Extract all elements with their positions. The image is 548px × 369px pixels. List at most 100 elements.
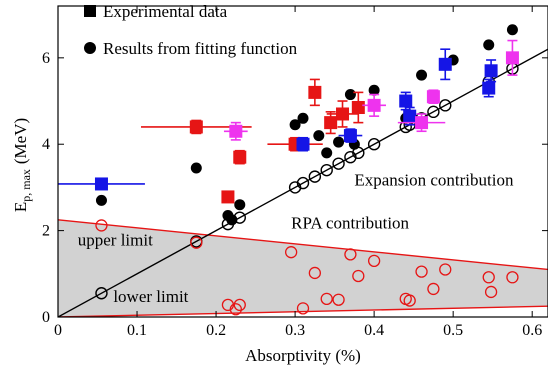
rpa-marker: [320, 292, 333, 306]
rpa-marker: [427, 282, 440, 296]
legend-marker-square: [84, 5, 96, 17]
rpa-marker: [296, 302, 310, 315]
experimental-marker: [438, 57, 452, 71]
experimental-point: [362, 93, 386, 117]
experimental-point: [223, 121, 248, 141]
fit-point: [483, 39, 495, 51]
fit-point: [344, 89, 356, 101]
annotation-upper-limit: upper limit: [78, 231, 153, 250]
legend-label-fitting: Results from fitting function: [103, 39, 298, 58]
x-tick-label: 0.6: [522, 322, 542, 339]
experimental-marker: [505, 51, 519, 65]
y-axis-label-main: E: [11, 202, 30, 212]
experimental-point: [484, 59, 498, 83]
fitting-results-series: [95, 24, 518, 226]
experimental-marker: [308, 85, 322, 99]
experimental-point: [438, 48, 452, 81]
experimental-marker: [415, 116, 429, 130]
legend-marker-circle: [84, 42, 96, 54]
rpa-lower-limit-line: [58, 305, 548, 317]
fit-point: [321, 147, 333, 159]
fit-point: [190, 162, 202, 174]
fit-point: [234, 199, 246, 211]
rpa-marker: [190, 236, 203, 249]
expansion-marker: [439, 99, 452, 112]
fit-point: [95, 194, 107, 206]
y-tick-label: 6: [42, 50, 50, 67]
fit-point: [226, 214, 238, 226]
rpa-marker: [484, 285, 498, 299]
expansion-markers: [95, 62, 519, 300]
expansion-marker: [296, 176, 310, 190]
x-tick-label: 0.1: [127, 322, 147, 339]
legend-label-experimental: Experimental data: [103, 2, 228, 21]
experimental-marker: [484, 64, 498, 78]
experimental-point: [351, 91, 365, 124]
experimental-marker: [426, 90, 440, 104]
x-tick-label: 0.2: [206, 322, 226, 339]
y-axis-label: Ep, max (MeV): [11, 118, 33, 212]
expansion-marker: [320, 163, 333, 177]
annotation-expansion: Expansion contribution: [354, 170, 514, 189]
rpa-markers: [95, 219, 519, 316]
rpa-upper-limit-line: [58, 219, 548, 271]
experimental-marker: [403, 109, 417, 123]
rpa-marker: [403, 294, 416, 307]
y-axis-label-sub: p, max: [19, 169, 33, 202]
rpa-marker: [95, 219, 108, 232]
annotation-rpa: RPA contribution: [291, 213, 409, 232]
experimental-marker: [229, 124, 243, 138]
experimental-data-series: [58, 39, 519, 204]
rpa-marker: [352, 269, 365, 283]
rpa-marker: [367, 254, 381, 267]
y-tick-label: 2: [42, 223, 50, 240]
rpa-marker: [482, 271, 495, 284]
fit-point: [297, 112, 309, 124]
plot-frame: [57, 5, 548, 318]
experimental-point: [338, 128, 363, 143]
fit-point: [506, 24, 518, 36]
rpa-marker: [284, 246, 298, 259]
x-tick-label: 0.3: [285, 322, 305, 339]
fit-point: [333, 136, 345, 148]
experimental-marker: [189, 120, 203, 134]
rpa-marker: [229, 303, 242, 316]
x-tick-label: 0.5: [443, 322, 463, 339]
fit-point: [289, 119, 301, 131]
x-tick-label: 0: [54, 322, 62, 339]
experimental-marker: [336, 107, 350, 121]
rpa-marker: [415, 265, 428, 278]
expansion-marker: [367, 138, 381, 151]
experimental-marker: [94, 177, 108, 191]
experimental-marker: [324, 116, 338, 130]
axis-ticks: 0 0.1 0.2 0.3 0.4 0.5 0.6 0 2 4 6: [42, 6, 548, 339]
expansion-marker: [308, 170, 322, 183]
plot-area: [58, 24, 548, 317]
x-axis-label: Absorptivity (%): [245, 346, 361, 365]
experimental-point: [426, 89, 440, 104]
x-tick-label: 0.4: [364, 322, 384, 339]
experimental-point: [505, 39, 519, 76]
rpa-marker: [332, 293, 345, 306]
experimental-marker: [367, 98, 381, 112]
experimental-point: [324, 111, 338, 135]
expansion-marker: [427, 105, 440, 119]
experimental-point: [267, 136, 323, 152]
experimental-marker: [233, 150, 247, 164]
fit-point: [368, 84, 380, 96]
experimental-point: [308, 78, 322, 107]
rpa-region: [58, 219, 548, 317]
rpa-marker: [439, 263, 452, 276]
experimental-marker: [343, 129, 357, 143]
experimental-marker: [221, 190, 235, 204]
expansion-line: [58, 48, 548, 317]
fit-point: [313, 130, 325, 142]
experimental-point: [221, 190, 235, 204]
experimental-point: [397, 113, 446, 133]
annotation-lower-limit: lower limit: [113, 287, 188, 306]
experimental-point: [58, 177, 145, 191]
experimental-marker: [399, 94, 413, 108]
experimental-marker: [482, 81, 496, 95]
y-tick-label: 4: [42, 136, 50, 153]
